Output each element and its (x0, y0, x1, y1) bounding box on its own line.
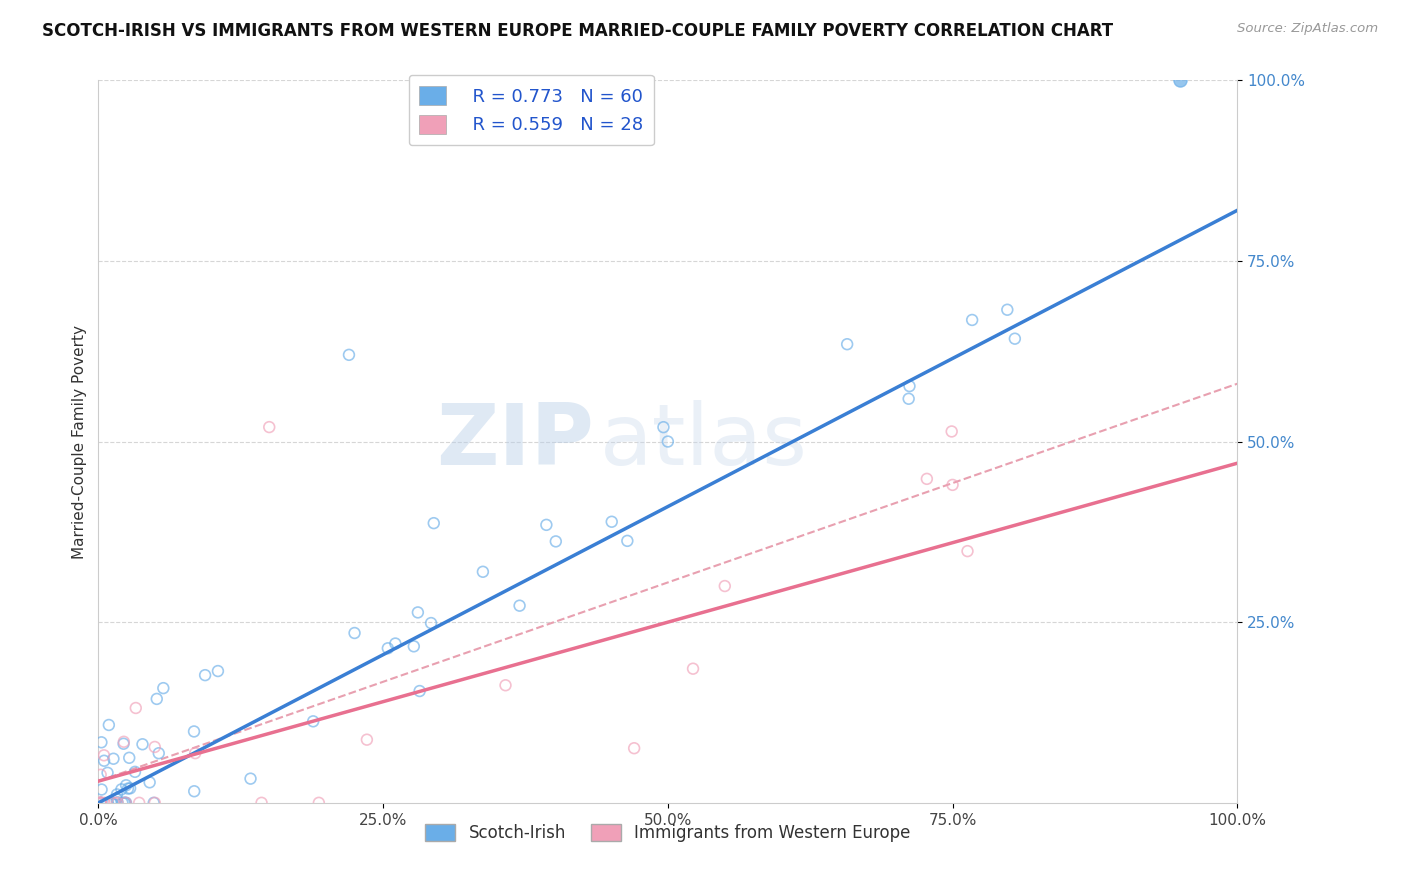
Y-axis label: Married-Couple Family Poverty: Married-Couple Family Poverty (72, 325, 87, 558)
Point (259, 420, 281, 434)
Point (194, 668, 217, 682)
Point (118, 751, 141, 765)
Point (115, 796, 138, 810)
Point (105, 788, 128, 802)
Point (90, 796, 112, 810)
Point (90, 796, 112, 810)
Point (93, 754, 115, 768)
Point (103, 796, 125, 810)
Point (207, 664, 229, 678)
Point (960, 313, 983, 327)
Point (995, 302, 1018, 317)
Legend: Scotch-Irish, Immigrants from Western Europe: Scotch-Irish, Immigrants from Western Eu… (419, 817, 917, 848)
Point (120, 781, 142, 796)
Point (90, 796, 112, 810)
Point (148, 746, 170, 760)
Point (1170, 73, 1192, 87)
Point (536, 517, 558, 532)
Point (544, 534, 567, 549)
Point (111, 796, 134, 810)
Point (131, 737, 153, 751)
Point (112, 737, 135, 751)
Point (90, 782, 112, 797)
Point (898, 379, 921, 393)
Point (714, 579, 737, 593)
Point (112, 796, 135, 810)
Point (90, 796, 112, 810)
Text: ZIP: ZIP (436, 400, 593, 483)
Point (124, 764, 146, 779)
Point (302, 714, 325, 729)
Point (107, 795, 129, 809)
Point (897, 392, 920, 406)
Point (239, 772, 262, 786)
Point (956, 544, 979, 558)
Point (495, 678, 517, 692)
Point (125, 701, 148, 715)
Point (356, 732, 378, 747)
Text: SCOTCH-IRISH VS IMMIGRANTS FROM WESTERN EUROPE MARRIED-COUPLE FAMILY POVERTY COR: SCOTCH-IRISH VS IMMIGRANTS FROM WESTERN … (42, 22, 1114, 40)
Point (337, 348, 360, 362)
Point (184, 746, 207, 760)
Point (682, 662, 704, 676)
Point (308, 796, 330, 810)
Point (103, 752, 125, 766)
Point (145, 692, 167, 706)
Point (406, 606, 429, 620)
Point (837, 337, 859, 351)
Point (117, 781, 139, 796)
Point (616, 533, 638, 548)
Point (143, 739, 166, 754)
Point (90, 768, 112, 782)
Point (97, 796, 120, 810)
Point (471, 565, 494, 579)
Point (915, 472, 938, 486)
Point (112, 735, 135, 749)
Point (183, 724, 205, 739)
Point (652, 420, 675, 434)
Point (152, 681, 174, 695)
Point (100, 796, 122, 810)
Point (420, 615, 443, 630)
Point (142, 796, 165, 810)
Point (942, 478, 965, 492)
Point (423, 516, 446, 530)
Point (128, 796, 150, 810)
Point (343, 626, 366, 640)
Point (93, 796, 115, 810)
Point (93, 748, 115, 763)
Point (138, 775, 160, 789)
Point (384, 636, 406, 650)
Point (107, 796, 129, 810)
Point (509, 599, 531, 613)
Point (101, 796, 124, 810)
Point (115, 778, 138, 792)
Point (377, 641, 399, 656)
Point (110, 782, 132, 797)
Point (941, 425, 963, 439)
Point (408, 684, 430, 698)
Point (657, 434, 679, 449)
Point (183, 784, 205, 798)
Point (143, 796, 166, 810)
Text: Source: ZipAtlas.com: Source: ZipAtlas.com (1237, 22, 1378, 36)
Point (97, 718, 120, 732)
Point (105, 792, 128, 806)
Point (600, 515, 623, 529)
Point (96, 765, 118, 780)
Point (623, 741, 645, 756)
Point (90, 735, 112, 749)
Point (90, 796, 112, 810)
Point (90, 796, 112, 810)
Point (114, 796, 136, 810)
Point (114, 796, 136, 810)
Point (250, 796, 273, 810)
Text: atlas: atlas (599, 400, 807, 483)
Point (402, 640, 425, 654)
Point (1004, 332, 1026, 346)
